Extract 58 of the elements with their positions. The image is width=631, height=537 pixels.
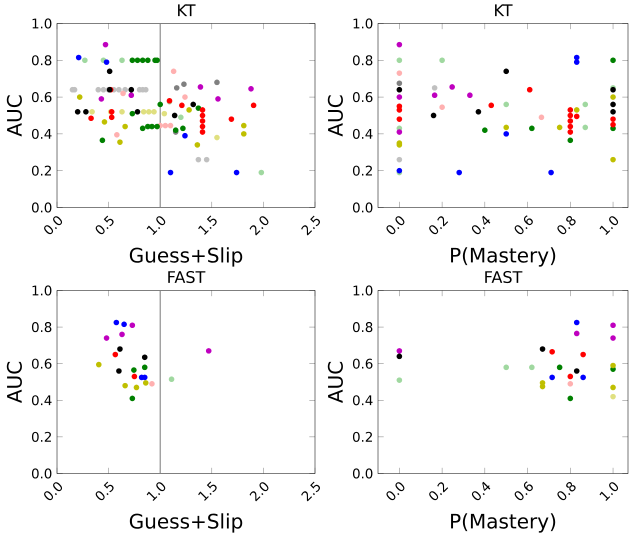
y-tick-label: 0.2 bbox=[32, 432, 51, 442]
y-tick-label: 0.2 bbox=[352, 166, 372, 176]
y-tick-label: 1.0 bbox=[354, 18, 372, 29]
y-tick-label: 0.4 bbox=[352, 395, 373, 406]
y-tick-label: 0.0 bbox=[32, 202, 52, 212]
y-tick-label: 0.6 bbox=[352, 92, 372, 102]
x-tick-label: 0.6 bbox=[514, 481, 533, 500]
y-tick-label: 0.8 bbox=[32, 322, 52, 332]
x-tick-label: 0.6 bbox=[514, 215, 533, 234]
chart-title: KT bbox=[495, 4, 513, 16]
x-tick-label: 1.0 bbox=[600, 216, 618, 235]
y-tick-label: 0.6 bbox=[32, 92, 52, 102]
x-tick-label: 2.5 bbox=[301, 216, 320, 236]
y-tick-label: 0.2 bbox=[352, 432, 372, 442]
x-tick-label: 2.5 bbox=[301, 482, 320, 502]
y-tick-label: 0.4 bbox=[352, 128, 373, 139]
x-tick-label: 0.0 bbox=[386, 482, 404, 500]
y-tick-label: 1.0 bbox=[354, 285, 372, 296]
x-tick-label: 0.2 bbox=[429, 482, 448, 500]
chart-title: FAST bbox=[485, 270, 522, 284]
x-axis-title: Guess+Slip bbox=[130, 247, 242, 267]
x-tick-label: 0.2 bbox=[429, 216, 448, 234]
y-tick-label: 0.2 bbox=[32, 166, 51, 176]
y-tick-label: 1.0 bbox=[32, 18, 52, 29]
x-axis-title: P(Mastery) bbox=[451, 247, 556, 267]
y-axis-title: AUC bbox=[328, 95, 343, 136]
y-tick-label: 0.4 bbox=[32, 395, 52, 406]
x-tick-label: 1.0 bbox=[146, 216, 166, 235]
x-tick-label: 0.0 bbox=[386, 216, 404, 234]
x-tick-label: 1.5 bbox=[198, 481, 217, 501]
y-tick-label: 1.0 bbox=[32, 285, 52, 296]
y-axis-title: AUC bbox=[6, 95, 22, 136]
x-tick-label: 2.0 bbox=[250, 216, 268, 236]
x-tick-label: 1.5 bbox=[198, 215, 217, 235]
x-axis-title: Guess+Slip bbox=[130, 513, 242, 533]
y-tick-label: 0.8 bbox=[352, 55, 372, 66]
x-tick-label: 0.4 bbox=[472, 216, 490, 234]
y-tick-label: 0.4 bbox=[32, 128, 52, 139]
x-axis-title: P(Mastery) bbox=[451, 513, 556, 533]
y-axis-title: AUC bbox=[6, 362, 22, 403]
x-tick-label: 0.5 bbox=[96, 216, 114, 234]
y-tick-label: 0.0 bbox=[32, 468, 52, 478]
y-tick-label: 0.6 bbox=[352, 358, 372, 369]
x-tick-label: 2.0 bbox=[250, 482, 268, 502]
y-tick-label: 0.0 bbox=[352, 202, 372, 212]
x-tick-label: 1.0 bbox=[146, 482, 166, 501]
x-tick-label: 0.8 bbox=[557, 482, 576, 500]
y-tick-label: 0.8 bbox=[32, 55, 52, 66]
x-tick-label: 0.5 bbox=[96, 482, 114, 500]
x-tick-label: 0.8 bbox=[557, 216, 576, 234]
x-tick-label: 0.4 bbox=[472, 482, 490, 500]
y-axis-title: AUC bbox=[328, 362, 343, 403]
x-tick-label: 1.0 bbox=[600, 482, 618, 501]
y-tick-label: 0.8 bbox=[352, 322, 372, 332]
y-tick-label: 0.0 bbox=[352, 468, 372, 478]
chart-title: FAST bbox=[168, 270, 206, 284]
y-tick-label: 0.6 bbox=[32, 358, 52, 369]
chart-title: KT bbox=[178, 4, 196, 16]
